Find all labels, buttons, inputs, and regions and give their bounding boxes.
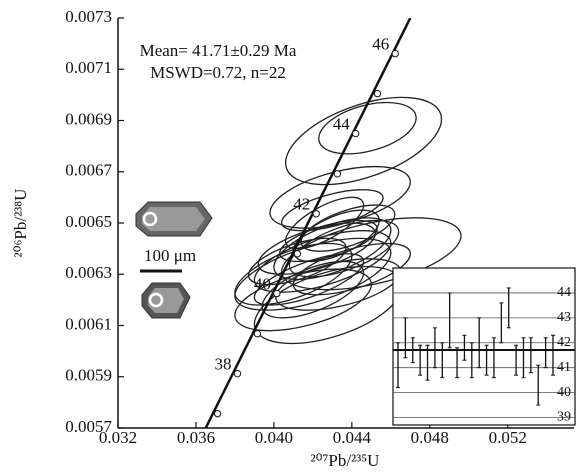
inset-tick-label: 40 xyxy=(557,385,571,400)
age-marker xyxy=(213,409,222,418)
y-tick-label: 0.0071 xyxy=(65,58,112,77)
error-ellipse xyxy=(284,196,365,250)
age-marker xyxy=(333,170,342,178)
plot-area xyxy=(204,18,462,428)
x-tick-label: 0.048 xyxy=(411,428,449,447)
concordia-curve xyxy=(204,18,412,428)
age-label: 44 xyxy=(333,114,351,133)
age-marker xyxy=(352,129,360,138)
age-marker xyxy=(273,289,281,298)
error-ellipse xyxy=(234,242,353,306)
error-ellipse xyxy=(318,101,417,155)
y-tick-label: 0.0061 xyxy=(65,314,112,333)
y-tick-label: 0.0065 xyxy=(65,212,112,231)
age-marker xyxy=(253,330,262,338)
error-ellipse xyxy=(284,96,443,186)
age-label: 40 xyxy=(254,274,271,293)
scale-label: 100 μm xyxy=(144,246,196,265)
inset-frame xyxy=(392,267,576,426)
age-marker xyxy=(233,369,242,378)
age-label: 46 xyxy=(372,35,389,54)
y-axis-label: ²⁰⁶Pb/²³⁸U xyxy=(11,189,30,258)
inset-tick-label: 39 xyxy=(557,410,571,425)
x-tick-label: 0.040 xyxy=(255,428,293,447)
x-tick-label: 0.032 xyxy=(99,428,137,447)
y-tick-label: 0.0073 xyxy=(65,7,112,26)
annotation: MSWD=0.72, n=22 xyxy=(150,63,286,82)
age-marker xyxy=(391,49,399,58)
error-ellipse xyxy=(300,204,396,252)
age-marker xyxy=(312,210,320,218)
x-tick-label: 0.036 xyxy=(177,428,215,447)
error-ellipse xyxy=(247,237,347,286)
inset-tick-label: 42 xyxy=(557,335,571,350)
error-ellipse xyxy=(281,189,384,232)
x-tick-label: 0.052 xyxy=(489,428,527,447)
error-ellipse xyxy=(288,219,400,278)
inset-tick-label: 44 xyxy=(557,285,571,300)
y-tick-label: 0.0063 xyxy=(65,263,112,282)
age-label: 42 xyxy=(293,195,310,214)
age-label: 38 xyxy=(215,355,232,374)
y-tick-label: 0.0057 xyxy=(65,417,112,436)
y-tick-label: 0.0059 xyxy=(65,366,112,385)
age-marker xyxy=(373,89,382,98)
age-marker xyxy=(293,250,302,258)
y-tick-label: 0.0067 xyxy=(65,161,112,180)
x-axis-label: ²⁰⁷Pb/²³⁵U xyxy=(311,451,380,470)
zircon-images xyxy=(135,201,213,319)
annotation: Mean= 41.71±0.29 Ma xyxy=(140,41,297,60)
y-tick-label: 0.0069 xyxy=(65,109,112,128)
x-tick-label: 0.044 xyxy=(333,428,372,447)
inset-tick-label: 43 xyxy=(557,310,571,325)
error-ellipse xyxy=(261,260,365,319)
inset-tick-label: 41 xyxy=(557,360,571,375)
